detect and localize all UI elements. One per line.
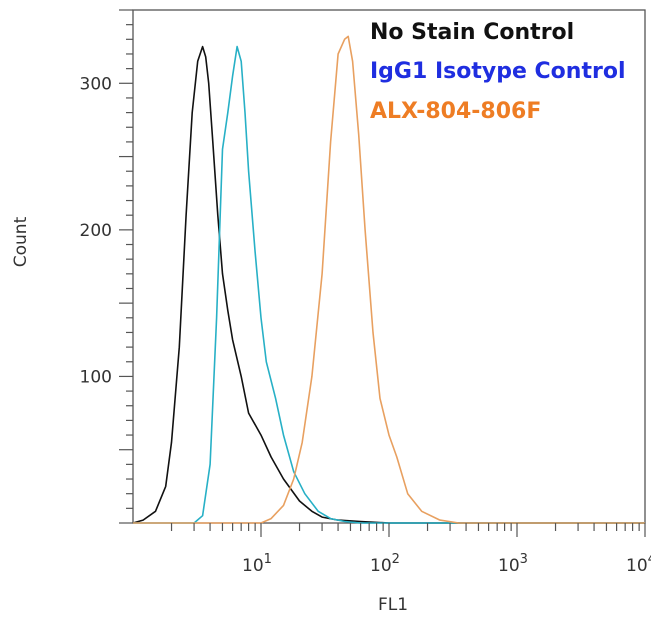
legend-entry-alx: ALX-804-806F <box>370 99 541 124</box>
y-axis: 100 200 300 <box>80 9 133 524</box>
x-tick-label: 101 <box>242 552 272 576</box>
curve-alx-804-806f <box>133 35 645 524</box>
y-tick-label: 300 <box>80 74 112 94</box>
curve-igg1-isotype-control <box>133 45 645 524</box>
y-axis-title: Count <box>11 216 31 267</box>
x-tick-label: 103 <box>498 552 528 576</box>
legend: No Stain Control IgG1 Isotype Control AL… <box>370 20 625 124</box>
y-tick-label: 200 <box>80 221 112 241</box>
legend-entry-no-stain: No Stain Control <box>370 20 574 45</box>
y-tick-label: 100 <box>80 367 112 387</box>
x-axis-title: FL1 <box>378 595 408 615</box>
legend-entry-igg1: IgG1 Isotype Control <box>370 59 625 84</box>
x-tick-label: 102 <box>370 552 400 576</box>
histogram-curves <box>132 35 645 524</box>
curve-no-stain-control <box>132 45 645 524</box>
x-tick-label: 104 <box>626 552 651 576</box>
x-axis: 101 102 103 104 <box>170 523 651 576</box>
